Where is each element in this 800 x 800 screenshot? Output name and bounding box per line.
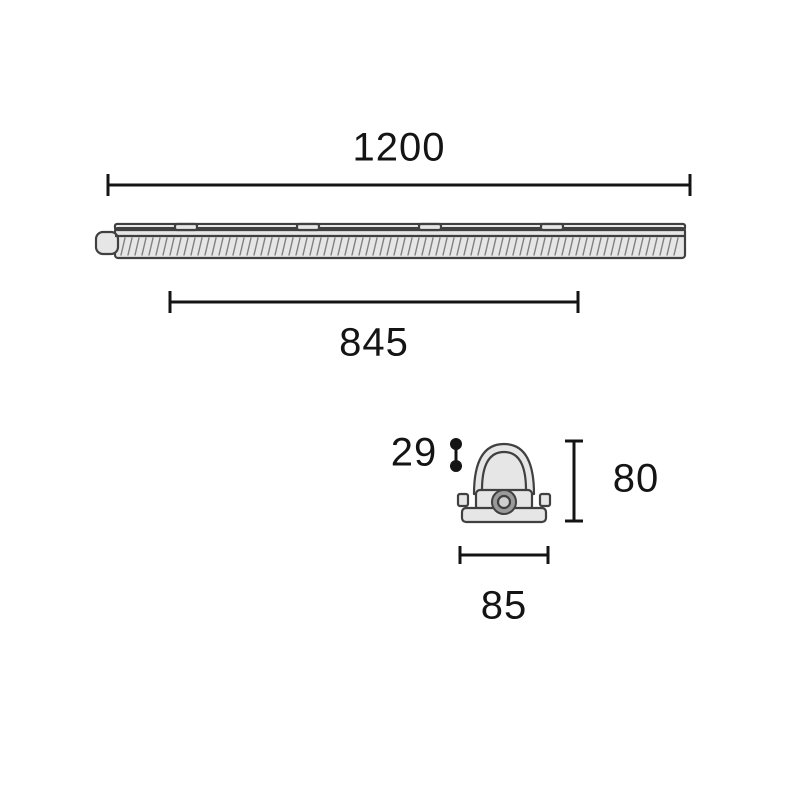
dim-mount-slot-label: 29	[391, 431, 438, 475]
mount-clip	[419, 224, 441, 230]
mount-clip	[175, 224, 197, 230]
dim-end-height-label: 80	[613, 457, 660, 501]
side-view	[96, 224, 685, 258]
end-view	[458, 444, 550, 522]
dim-overall-length-label: 1200	[353, 126, 446, 170]
dim-end-width: 85	[460, 546, 548, 628]
dim-end-height: 80	[565, 441, 659, 521]
end-view-tab-left	[458, 494, 468, 506]
dim-overall-length: 1200	[108, 126, 690, 196]
dumbbell-dot-top	[450, 438, 462, 450]
mount-clip	[297, 224, 319, 230]
dim-mount-centers-label: 845	[339, 321, 409, 365]
end-view-lens-inner	[498, 496, 510, 508]
dim-end-width-label: 85	[481, 584, 528, 628]
endcap-left	[96, 232, 118, 254]
mount-clip	[541, 224, 563, 230]
dim-mount-slot: 29	[391, 431, 462, 475]
dim-mount-centers: 845	[170, 291, 578, 365]
end-view-tab-right	[540, 494, 550, 506]
dumbbell-dot-bot	[450, 460, 462, 472]
